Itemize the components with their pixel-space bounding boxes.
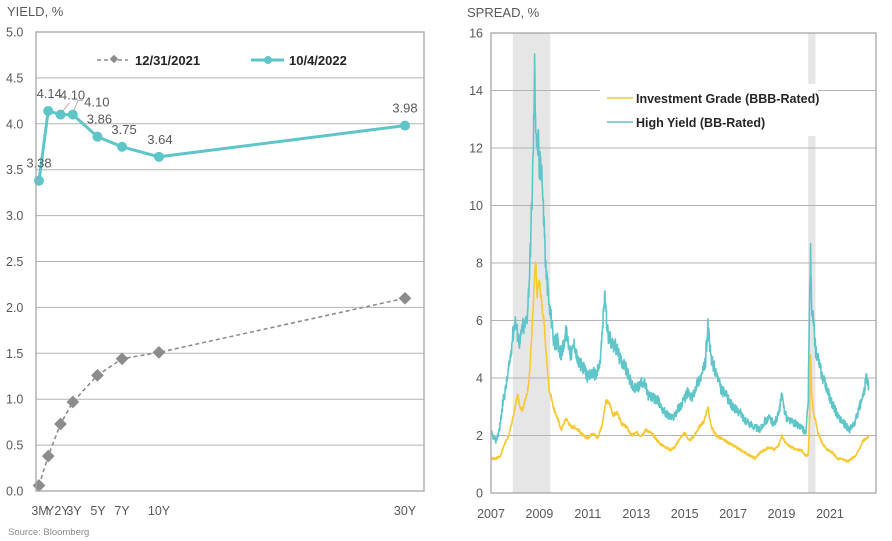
legend-label: 12/31/2021 (135, 53, 200, 68)
x-tick-label: 2009 (526, 507, 554, 521)
legend-item-high-yield: High Yield (BB-Rated) (607, 116, 765, 130)
legend-circle-icon (264, 56, 272, 64)
y-tick-label: 0.5 (6, 439, 23, 453)
legend-item-10-4-2022: 10/4/2022 (251, 53, 347, 68)
spread-series (490, 53, 870, 463)
x-tick-label: 2011 (574, 507, 601, 521)
yield-y-ticks: 0.0 0.5 1.0 1.5 2.0 2.5 3.0 3.5 4.0 4.5 5.0 (6, 26, 23, 499)
y-tick-label: 2.5 (6, 255, 23, 269)
x-tick-label: 2013 (622, 507, 650, 521)
y-tick-label: 0 (476, 487, 483, 501)
data-point-diamond (66, 395, 80, 409)
y-tick-label: 1.0 (6, 393, 23, 407)
data-label: 4.10 (84, 95, 109, 110)
data-label: 4.14 (37, 86, 62, 101)
y-tick-label: 2 (476, 429, 483, 443)
source-note: Source: Bloomberg (8, 527, 90, 538)
data-point-diamond (152, 346, 166, 359)
x-tick-label: 2015 (671, 507, 699, 521)
investment-grade-line (490, 261, 870, 463)
y-tick-label: 14 (469, 84, 483, 98)
x-tick-label: 2017 (719, 507, 747, 521)
x-tick-label: 7Y (114, 504, 130, 518)
data-label: 3.98 (392, 101, 417, 116)
series-12-31-2021-line (38, 297, 406, 486)
data-point-circle (92, 131, 103, 142)
data-point-circle (55, 109, 66, 120)
yield-series (32, 105, 412, 492)
spread-x-ticks: 2007 2009 2011 2013 2015 2017 2019 2021 (477, 507, 844, 521)
spread-plot-border (490, 32, 877, 494)
x-tick-label: 3Y (66, 504, 82, 518)
legend-label: Investment Grade (BBB-Rated) (636, 92, 819, 106)
data-label: 3.64 (147, 132, 172, 147)
x-tick-label: 30Y (394, 504, 417, 518)
spread-axis-title: SPREAD, % (467, 5, 540, 20)
yield-plot-border (35, 31, 425, 492)
y-tick-label: 4.5 (6, 71, 23, 85)
data-point-circle (43, 105, 54, 116)
y-tick-label: 8 (476, 257, 483, 271)
legend-item-investment-grade: Investment Grade (BBB-Rated) (607, 92, 819, 106)
x-tick-label: 2019 (768, 507, 796, 521)
yield-legend: 12/31/2021 10/4/2022 (97, 53, 347, 68)
data-point-circle (117, 141, 128, 152)
data-point-diamond (398, 291, 412, 305)
y-tick-label: 1.5 (6, 347, 23, 361)
yield-data-labels: 3.384.144.104.103.863.753.643.98 (26, 86, 417, 171)
spread-legend: Investment Grade (BBB-Rated) High Yield … (600, 84, 819, 136)
legend-label: 10/4/2022 (289, 53, 347, 68)
x-tick-label: 3M (31, 504, 48, 518)
legend-item-12-31-2021: 12/31/2021 (97, 53, 200, 68)
high-yield-line (490, 53, 870, 444)
yield-gridlines (36, 77, 424, 446)
spread-chart: SPREAD, % 0 2 4 6 8 10 12 14 16 2007 2009 2011 2013… (467, 5, 877, 521)
y-tick-label: 4 (476, 372, 483, 386)
legend-label: High Yield (BB-Rated) (636, 116, 765, 130)
y-tick-label: 2.0 (6, 301, 23, 315)
data-point-diamond (41, 449, 55, 463)
data-point-circle (67, 109, 78, 120)
data-point-diamond (32, 479, 46, 492)
x-tick-label: 2007 (477, 507, 505, 521)
x-tick-label: 2021 (816, 507, 844, 521)
y-tick-label: 3.0 (6, 209, 23, 223)
y-tick-label: 6 (476, 314, 483, 328)
y-tick-label: 16 (469, 27, 483, 41)
data-label: 3.86 (87, 112, 112, 127)
spread-y-ticks: 0 2 4 6 8 10 12 14 16 (469, 27, 483, 501)
data-point-diamond (91, 368, 104, 382)
legend-background (600, 84, 818, 136)
data-point-circle (400, 120, 410, 131)
yield-curve-chart: YIELD, % 0.0 0.5 1.0 1.5 2.0 2.5 3.0 3.5 4.0 4.5 5… (6, 4, 425, 518)
x-tick-label: 2Y (54, 504, 70, 518)
label-leader-line (73, 100, 83, 111)
data-point-diamond (115, 352, 129, 366)
x-tick-label: 5Y (90, 504, 106, 518)
data-label: 4.10 (60, 88, 85, 103)
yield-axis-title: YIELD, % (7, 4, 64, 19)
legend-diamond-icon (109, 54, 119, 64)
data-point-circle (153, 151, 164, 162)
y-tick-label: 5.0 (6, 26, 23, 40)
y-tick-label: 3.5 (6, 163, 23, 177)
y-tick-label: 10 (469, 199, 483, 213)
y-tick-label: 0.0 (6, 485, 23, 499)
x-tick-label: 10Y (148, 504, 171, 518)
y-tick-label: 12 (469, 142, 483, 156)
x-tick-label: Y (46, 504, 55, 518)
data-point-diamond (54, 417, 67, 431)
label-leader-line (62, 102, 70, 112)
data-label: 3.38 (26, 156, 51, 171)
y-tick-label: 4.0 (6, 117, 23, 131)
data-label: 3.75 (111, 122, 136, 137)
